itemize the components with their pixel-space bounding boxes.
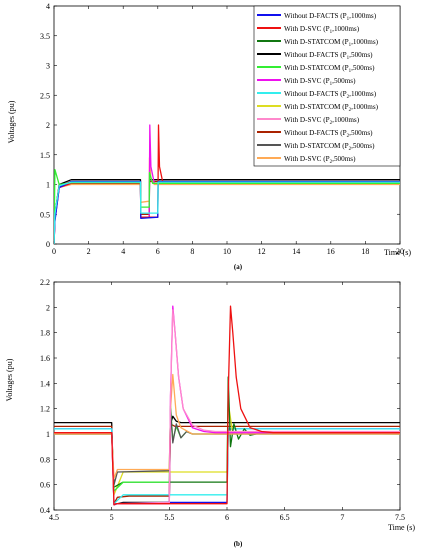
panel-a-xlabel: Time (s) [384,248,411,257]
x-tick-label-b: 4.5 [49,513,59,522]
y-tick-label-b: 0.4 [40,506,50,515]
y-tick-label-b: 1.6 [40,354,50,363]
x-tick-label-a: 10 [223,247,231,256]
legend-entry: With D-STATCOM (P2,1000ms) [284,103,379,113]
x-tick-label-a: 8 [190,247,194,256]
panel-b-ylabel: Voltages (pu) [5,358,14,401]
y-tick-label-a: 3 [46,62,50,71]
y-tick-label-b: 1 [46,430,50,439]
series-group-a [54,124,400,244]
legend-entry: With D-SVC (P2,500ms) [284,155,356,165]
y-tick-label-a: 2.5 [40,91,50,100]
y-tick-label-b: 1.8 [40,329,50,338]
x-tick-label-a: 16 [327,247,335,256]
panel-b: Voltages (pu) Time (s) (b) 4.5 5 5.5 6 6.5 7 7… [5,278,415,548]
x-tick-label-a: 4 [121,247,125,256]
x-tick-label-b: 5 [110,513,114,522]
legend-entry: With D-SVC (P1,500ms) [284,77,356,87]
x-tick-label-a: 6 [156,247,160,256]
legend-entry: Without D-FACTS (P1,1000ms) [284,12,377,22]
x-tick-label-a: 12 [258,247,266,256]
y-tick-label-a: 2 [46,121,50,130]
x-tick-label-b: 7 [340,513,344,522]
x-tick-label-a: 14 [292,247,300,256]
panel-b-label: (b) [234,540,243,548]
legend: Without D-FACTS (P1,1000ms) With D-SVC (P… [253,5,401,167]
x-tick-label-a: 18 [361,247,369,256]
legend-entry: With D-SVC (P2,1000ms) [284,116,360,126]
legend-entry: Without D-FACTS (P2,1000ms) [284,90,377,100]
panel-b-xlabel: Time (s) [388,523,415,532]
x-tick-label-b: 6.5 [280,513,290,522]
legend-entry: Without D-FACTS (P2,500ms) [284,129,373,139]
panel-a: Voltages (pu) Time (s) (a) 0 2 4 6 8 10 12 14 16… [7,2,411,271]
panel-a-ylabel: Voltages (pu) [7,100,16,143]
x-tick-label-a: 0 [52,247,56,256]
panel-a-label: (a) [234,263,243,271]
x-tick-label-a: 20 [396,247,404,256]
y-tick-label-a: 0.5 [40,210,50,219]
y-tick-label-a: 1 [46,181,50,190]
legend-entry: With D-STATCOM (P2,500ms) [284,142,375,152]
legend-entry: With D-STATCOM (P1,500ms) [284,64,375,74]
y-tick-label-b: 1.4 [40,379,50,388]
x-tick-label-b: 5.5 [164,513,174,522]
y-tick-label-a: 0 [46,240,50,249]
legend-entry: Without D-FACTS (P1,500ms) [284,51,373,61]
series-group-b [54,305,400,506]
x-tick-label-a: 2 [87,247,91,256]
y-tick-label-b: 1.2 [40,405,50,414]
y-tick-label-b: 2.2 [40,278,50,287]
series-line-b-orange [54,373,400,479]
y-tick-label-b: 0.8 [40,455,50,464]
series-line-a-cyan [54,181,400,244]
y-tick-label-a: 1.5 [40,151,50,160]
series-line-b-red [54,305,400,506]
y-tick-label-a: 3.5 [40,32,50,41]
y-tick-label-a: 4 [46,2,50,11]
legend-entry: With D-STATCOM (P1,1000ms) [284,38,379,48]
x-tick-label-b: 7.5 [395,513,405,522]
y-tick-label-b: 2 [46,303,50,312]
y-tick-label-b: 0.6 [40,481,50,490]
legend-box [253,5,401,167]
legend-entry: With D-SVC (P1,1000ms) [284,25,360,35]
x-tick-label-b: 6 [225,513,229,522]
